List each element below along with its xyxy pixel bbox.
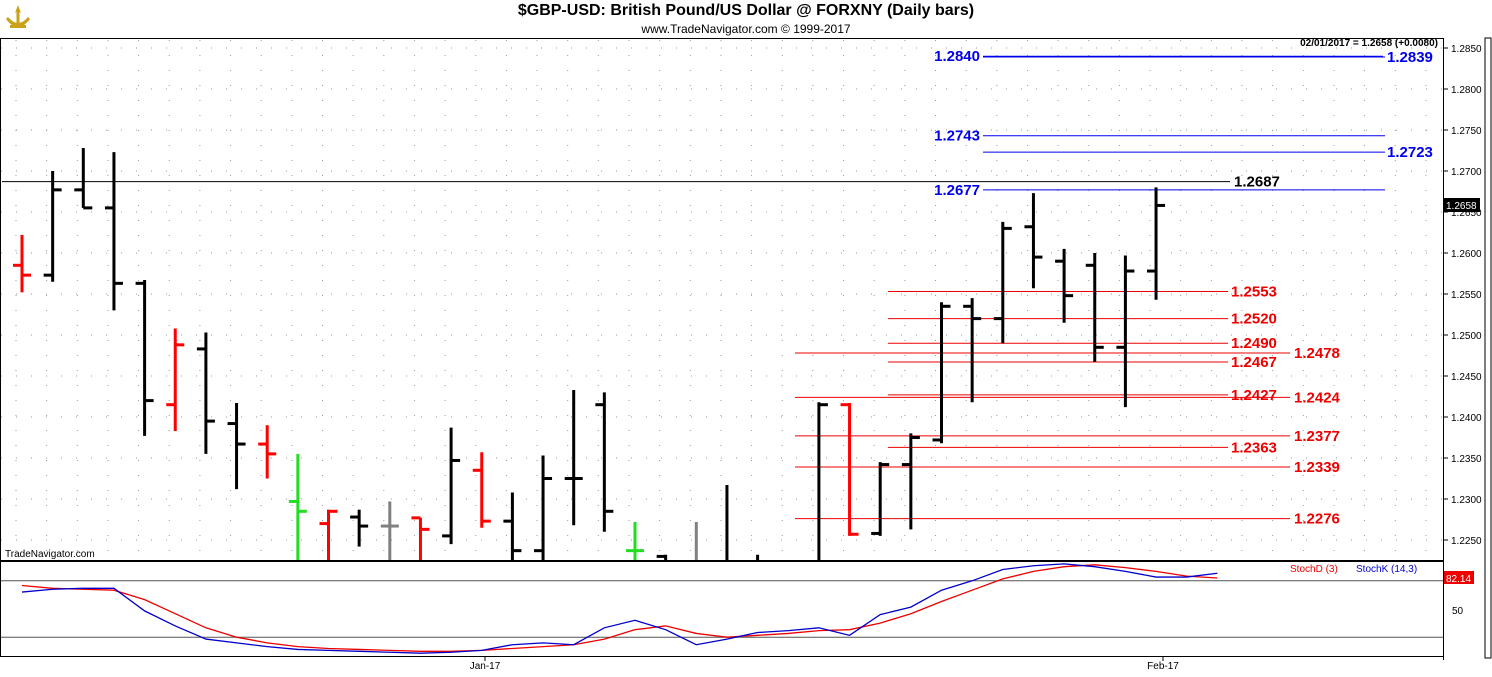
- price-panel-frame: [0, 38, 1444, 561]
- x-label-jan: Jan-17: [470, 661, 501, 672]
- y-tick-label: 1.2250: [1451, 536, 1482, 547]
- level-label: 1.2839: [1387, 49, 1433, 66]
- level-label: 1.2478: [1294, 345, 1340, 362]
- level-label: 1.2520: [1231, 311, 1277, 328]
- last-price-box: [1444, 198, 1480, 212]
- y-tick-label: 1.2600: [1451, 249, 1482, 260]
- level-label: 1.2723: [1387, 144, 1433, 161]
- y-tick-label: 1.2750: [1451, 126, 1482, 137]
- stoch-last-value: 82.14: [1446, 574, 1471, 585]
- stochk-legend: StochK (14,3): [1356, 564, 1417, 575]
- level-label: 1.2490: [1231, 335, 1277, 352]
- y-tick-label: 1.2500: [1451, 331, 1482, 342]
- level-label: 1.2339: [1294, 459, 1340, 476]
- y-tick-label: 1.2850: [1451, 44, 1482, 55]
- stochk-line: [21, 563, 1218, 654]
- level-label: 1.2424: [1294, 389, 1341, 406]
- level-label: 1.2677: [934, 182, 980, 199]
- right-scrollbar[interactable]: [1484, 37, 1492, 659]
- levels-layer: 1.2840 1.2839 1.2743 1.2723 1.2687 1.2677 1.25…: [2, 48, 1433, 528]
- level-label: 1.2687: [1234, 174, 1280, 191]
- y-tick-label: 1.2350: [1451, 454, 1482, 465]
- y-tick-label: 1.2450: [1451, 372, 1482, 383]
- y-tick-label: 1.2700: [1451, 167, 1482, 178]
- stoch-last-box: [1444, 571, 1474, 584]
- y-tick-label: 1.2550: [1451, 290, 1482, 301]
- y-tick-label: 1.2650: [1451, 208, 1482, 219]
- bars-layer: [13, 148, 1166, 560]
- level-label: 1.2467: [1231, 354, 1277, 371]
- stoch-layer: [21, 563, 1218, 654]
- level-label: 1.2743: [934, 128, 980, 145]
- level-label: 1.2276: [1294, 511, 1340, 528]
- quote-readout: 02/01/2017 = 1.2658 (+0.0080): [1300, 38, 1438, 49]
- last-price-label: 1.2658: [1446, 201, 1477, 212]
- y-axis-ticks: 1.2850 1.2800 1.2750 1.2700 1.2650 1.2600 1.25…: [1443, 44, 1482, 547]
- level-label: 1.2377: [1294, 428, 1340, 445]
- y-tick-label: 1.2300: [1451, 495, 1482, 506]
- y-tick-label: 1.2400: [1451, 413, 1482, 424]
- x-label-feb: Feb-17: [1147, 661, 1179, 672]
- stoch-panel-frame: [0, 561, 1444, 657]
- tradenavigator-logo-icon: [6, 5, 30, 28]
- level-label: 1.2427: [1231, 387, 1277, 404]
- stochd-line: [21, 564, 1218, 652]
- y-tick-label: 1.2800: [1451, 85, 1482, 96]
- stoch-reference-lines: [1, 580, 1443, 638]
- level-label: 1.2553: [1231, 284, 1277, 301]
- stoch-tick-50: 50: [1452, 606, 1464, 617]
- watermark: TradeNavigator.com: [5, 549, 95, 560]
- level-label: 1.2363: [1231, 439, 1277, 456]
- stochd-legend: StochD (3): [1290, 564, 1338, 575]
- grid: [1, 40, 1443, 558]
- chart-title: $GBP-USD: British Pound/US Dollar @ FORX…: [517, 2, 975, 19]
- level-label: 1.2840: [934, 48, 980, 65]
- chart-subtitle: www.TradeNavigator.com © 1999-2017: [641, 22, 851, 36]
